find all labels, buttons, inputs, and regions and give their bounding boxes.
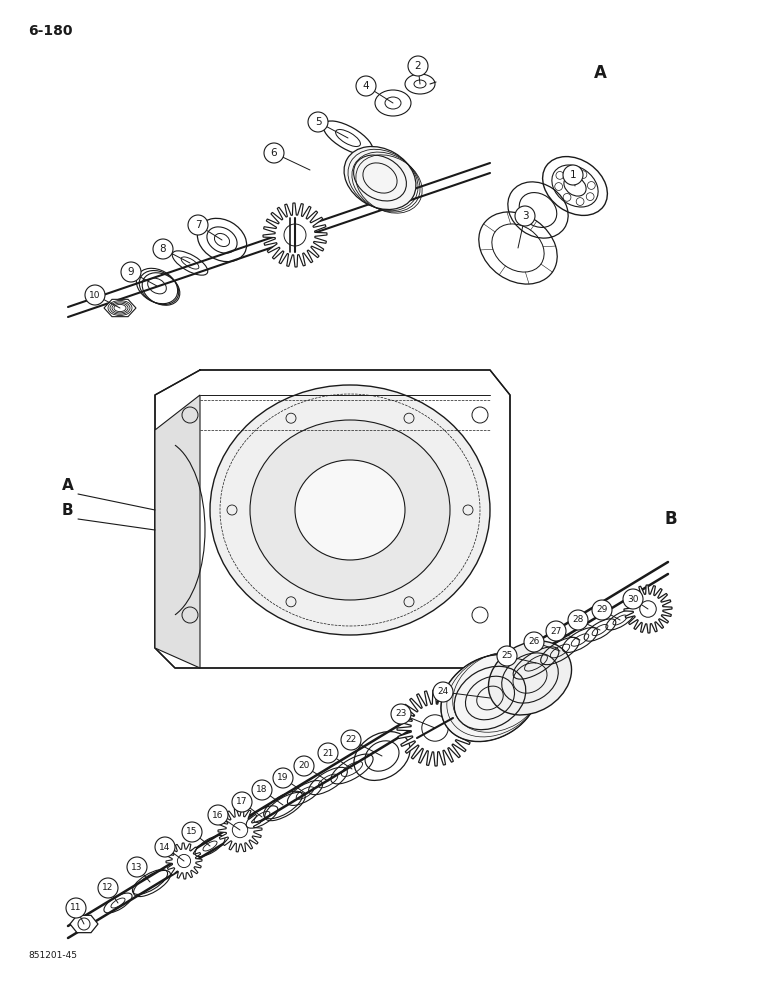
Circle shape	[391, 704, 411, 724]
Text: 22: 22	[346, 736, 356, 744]
Text: 19: 19	[277, 774, 289, 782]
Text: 851201-45: 851201-45	[28, 951, 77, 960]
Text: 6: 6	[271, 148, 278, 158]
Text: 13: 13	[131, 862, 143, 871]
Circle shape	[252, 780, 272, 800]
Text: 15: 15	[186, 828, 198, 836]
Text: A: A	[594, 64, 607, 82]
Text: 27: 27	[551, 626, 562, 636]
Circle shape	[121, 262, 141, 282]
Ellipse shape	[344, 147, 416, 209]
Polygon shape	[624, 585, 672, 633]
Text: 24: 24	[438, 688, 448, 696]
Text: B: B	[665, 510, 678, 528]
Text: 28: 28	[573, 615, 583, 624]
Text: 10: 10	[89, 290, 101, 300]
Circle shape	[155, 837, 175, 857]
Circle shape	[66, 898, 86, 918]
Circle shape	[568, 610, 588, 630]
Ellipse shape	[210, 385, 490, 635]
Circle shape	[515, 206, 535, 226]
Circle shape	[592, 600, 612, 620]
Ellipse shape	[250, 420, 450, 600]
Text: 18: 18	[257, 786, 268, 794]
Circle shape	[341, 730, 361, 750]
Circle shape	[356, 76, 376, 96]
Circle shape	[153, 239, 173, 259]
Polygon shape	[155, 370, 510, 668]
Text: 17: 17	[236, 798, 248, 806]
Circle shape	[127, 857, 147, 877]
Text: 8: 8	[160, 244, 166, 254]
Circle shape	[408, 56, 428, 76]
Text: 3: 3	[522, 211, 528, 221]
Text: B: B	[62, 503, 73, 518]
Circle shape	[497, 646, 517, 666]
Polygon shape	[70, 915, 98, 933]
Text: 12: 12	[102, 884, 114, 892]
Polygon shape	[104, 299, 136, 317]
Text: 21: 21	[322, 748, 334, 758]
Ellipse shape	[488, 641, 572, 715]
Text: 7: 7	[195, 220, 201, 230]
Circle shape	[188, 215, 208, 235]
Text: 23: 23	[395, 710, 406, 718]
Text: A: A	[62, 478, 74, 493]
Circle shape	[308, 112, 328, 132]
Text: 14: 14	[159, 842, 171, 852]
Circle shape	[563, 165, 583, 185]
Circle shape	[433, 682, 453, 702]
Text: 9: 9	[128, 267, 134, 277]
Circle shape	[273, 768, 293, 788]
Text: 6-180: 6-180	[28, 24, 73, 38]
Text: 20: 20	[298, 762, 310, 770]
Polygon shape	[218, 808, 262, 852]
Circle shape	[264, 143, 284, 163]
Circle shape	[232, 792, 252, 812]
Circle shape	[546, 621, 566, 641]
Circle shape	[98, 878, 118, 898]
Polygon shape	[397, 690, 473, 766]
Text: 29: 29	[597, 605, 608, 614]
Polygon shape	[263, 203, 327, 267]
Circle shape	[318, 743, 338, 763]
Ellipse shape	[295, 460, 405, 560]
Circle shape	[623, 589, 643, 609]
Text: 2: 2	[415, 61, 421, 71]
Text: 4: 4	[363, 81, 369, 91]
Text: 26: 26	[528, 638, 540, 647]
Polygon shape	[155, 395, 200, 668]
Circle shape	[294, 756, 314, 776]
Text: 11: 11	[70, 904, 82, 912]
Circle shape	[85, 285, 105, 305]
Circle shape	[182, 822, 202, 842]
Circle shape	[208, 805, 228, 825]
Text: 16: 16	[212, 810, 224, 820]
Ellipse shape	[441, 654, 539, 742]
Polygon shape	[166, 843, 202, 879]
Text: 25: 25	[502, 652, 512, 660]
Text: 30: 30	[627, 594, 639, 603]
Text: 1: 1	[569, 170, 576, 180]
Circle shape	[524, 632, 544, 652]
Text: 5: 5	[314, 117, 321, 127]
